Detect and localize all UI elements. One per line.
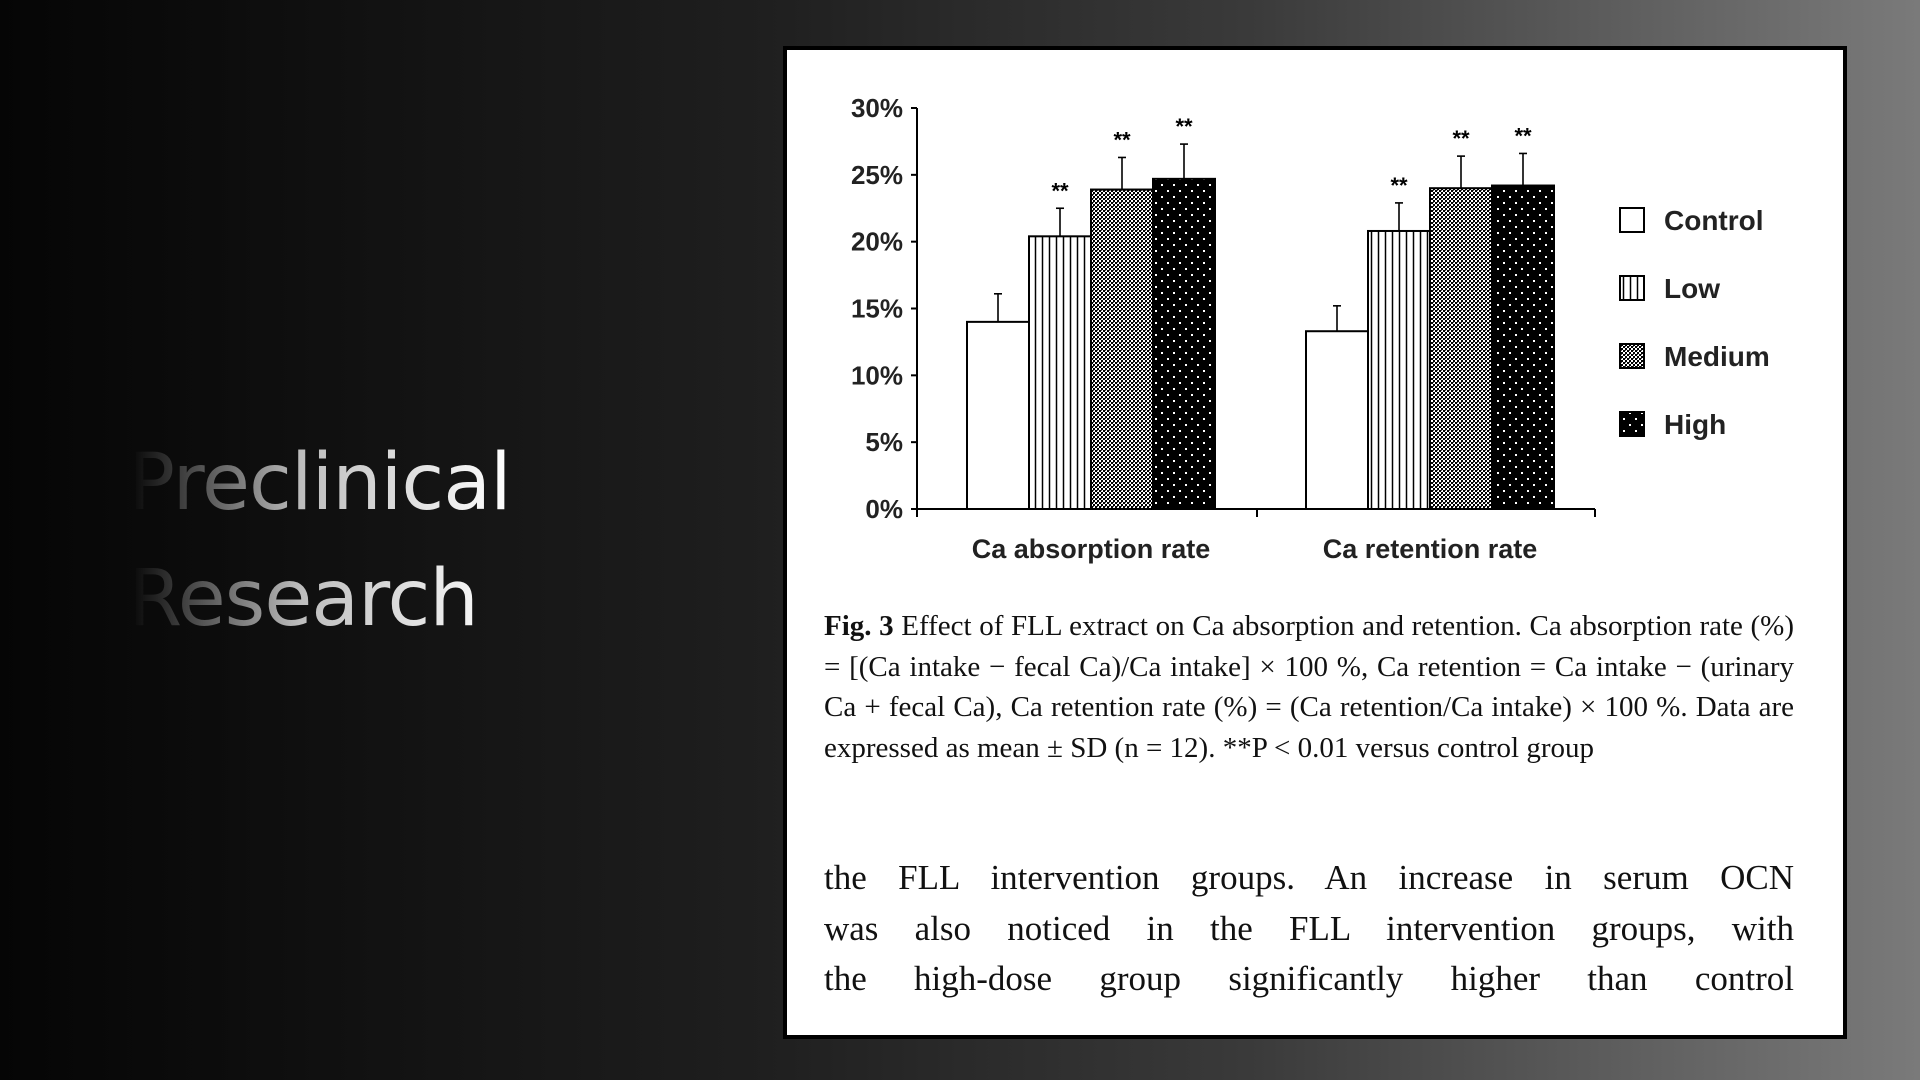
significance-label: **	[1051, 178, 1069, 203]
bar-chart: 0% 5% 10% 15% 20% 25% 30% ** ** ** Ca absorption r…	[851, 93, 1770, 564]
body-text: the FLL intervention groups. An increase…	[824, 853, 1794, 1005]
y-tick-label: 5%	[865, 427, 903, 457]
figure-caption: Fig. 3 Effect of FLL extract on Ca absor…	[824, 606, 1794, 768]
y-tick-label: 25%	[851, 160, 903, 190]
legend-label-medium: Medium	[1664, 341, 1770, 372]
legend-swatch-medium	[1619, 343, 1645, 369]
significance-label: **	[1113, 127, 1131, 152]
legend-swatch-low	[1619, 275, 1645, 301]
bar-medium	[1090, 188, 1154, 511]
bar-medium	[1429, 187, 1493, 510]
legend-label-high: High	[1664, 409, 1726, 440]
y-tick-label: 0%	[865, 494, 903, 524]
figure-caption-text: Effect of FLL extract on Ca absorption a…	[824, 610, 1794, 764]
bar-low	[1028, 235, 1092, 510]
figure-card: 0% 5% 10% 15% 20% 25% 30% ** ** ** Ca absorption r…	[783, 46, 1847, 1039]
body-text-line: the FLL intervention groups. An increase…	[824, 858, 1794, 897]
legend-swatch-high	[1619, 411, 1645, 437]
x-category-label: Ca absorption rate	[972, 534, 1211, 564]
legend-swatch-control	[1619, 207, 1645, 233]
bar-high	[1152, 177, 1216, 511]
body-text-line: was also noticed in the FLL intervention…	[824, 908, 1794, 948]
significance-label: **	[1452, 126, 1470, 151]
slide-title-line-2: Research	[128, 554, 478, 644]
bar-control	[966, 320, 1030, 510]
y-tick-label: 15%	[851, 294, 903, 324]
significance-label: **	[1390, 173, 1408, 198]
legend-label-control: Control	[1664, 205, 1764, 236]
legend-label-low: Low	[1664, 273, 1720, 304]
bar-low	[1367, 229, 1431, 510]
y-tick-label: 30%	[851, 93, 903, 123]
significance-label: **	[1514, 123, 1532, 148]
figure-caption-label: Fig. 3	[824, 610, 894, 642]
x-category-label: Ca retention rate	[1323, 534, 1538, 564]
body-text-line: the high-dose group significantly higher…	[824, 959, 1794, 998]
y-tick-label: 10%	[851, 360, 903, 390]
significance-label: **	[1175, 114, 1193, 139]
bar-control	[1305, 330, 1369, 510]
y-tick-label: 20%	[851, 227, 903, 257]
slide-title-line-1: Preclinical	[128, 438, 511, 528]
slide-title: Preclinical Research	[128, 425, 511, 657]
bar-high	[1491, 184, 1555, 510]
